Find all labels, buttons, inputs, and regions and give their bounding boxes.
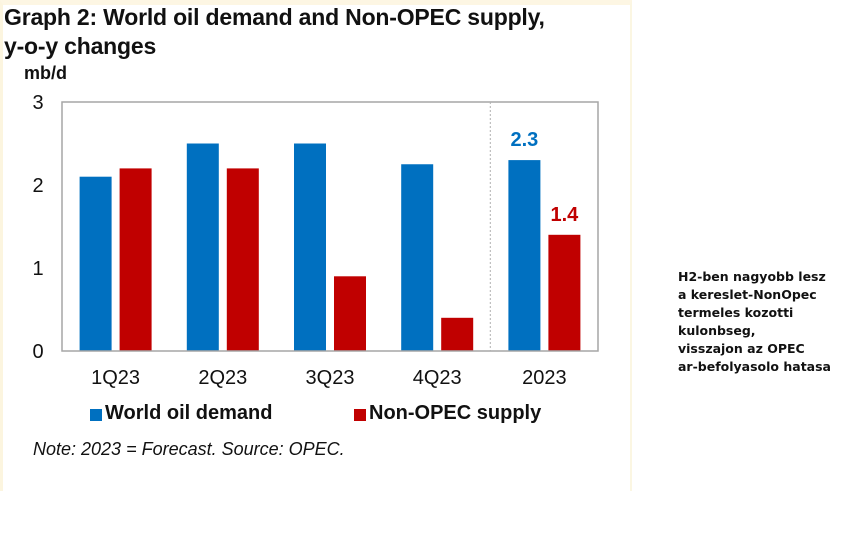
bar-non-opec-supply-1q23 [119, 168, 152, 351]
bar-non-opec-supply-2023 [548, 234, 581, 351]
annotation-line: H2-ben nagyobb lesz [678, 269, 826, 284]
legend-item-world-oil-demand: World oil demand [90, 402, 272, 425]
x-tick-label: 3Q23 [306, 367, 355, 389]
bar-non-opec-supply-2q23 [226, 168, 259, 351]
legend-label: Non-OPEC supply [369, 402, 542, 424]
annotation-line: visszajon az OPEC [678, 341, 805, 356]
y-axis-unit-label: mb/d [24, 63, 67, 83]
legend-item-non-opec-supply: Non-OPEC supply [354, 402, 541, 425]
y-tick-label: 0 [32, 341, 43, 363]
legend-swatch-red [354, 409, 366, 421]
chart-title-line2: y-o-y changes [4, 33, 157, 59]
bar-world-oil-demand-4q23 [401, 164, 434, 351]
annotation-line: a kereslet-NonOpec [678, 287, 817, 302]
x-tick-label: 2023 [522, 367, 567, 389]
chart-note: Note: 2023 = Forecast. Source: OPEC. [33, 439, 345, 459]
annotation-line: kulonbseg, [678, 323, 756, 338]
legend-swatch-blue [90, 409, 102, 421]
side-annotation: H2-ben nagyobb lesz a kereslet-NonOpec t… [678, 268, 843, 376]
bar-world-oil-demand-3q23 [294, 143, 326, 351]
bar-non-opec-supply-4q23 [441, 317, 474, 351]
x-tick-label: 4Q23 [413, 367, 462, 389]
y-tick-label: 3 [32, 92, 43, 114]
x-tick-label: 2Q23 [198, 367, 247, 389]
annotation-line: termeles kozotti [678, 305, 794, 320]
y-tick-label: 1 [32, 258, 43, 280]
bar-world-oil-demand-2023 [508, 160, 541, 351]
legend-label: World oil demand [105, 402, 273, 424]
y-tick-label: 2 [32, 175, 43, 197]
chart-title: Graph 2: World oil demand and Non-OPEC s… [4, 4, 545, 30]
bar-non-opec-supply-3q23 [334, 276, 366, 351]
data-label: 1.4 [550, 204, 579, 226]
plot-frame [61, 101, 599, 352]
x-tick-label: 1Q23 [91, 367, 140, 389]
bar-world-oil-demand-2q23 [186, 143, 219, 351]
data-label: 2.3 [510, 129, 538, 151]
annotation-line: ar-befolyasolo hatasa [678, 359, 831, 374]
bar-world-oil-demand-1q23 [79, 176, 112, 351]
bar-chart: 0 1 2 3 1Q23 2Q23 3Q23 4Q23 2023 2.3 1.4 [32, 92, 599, 389]
